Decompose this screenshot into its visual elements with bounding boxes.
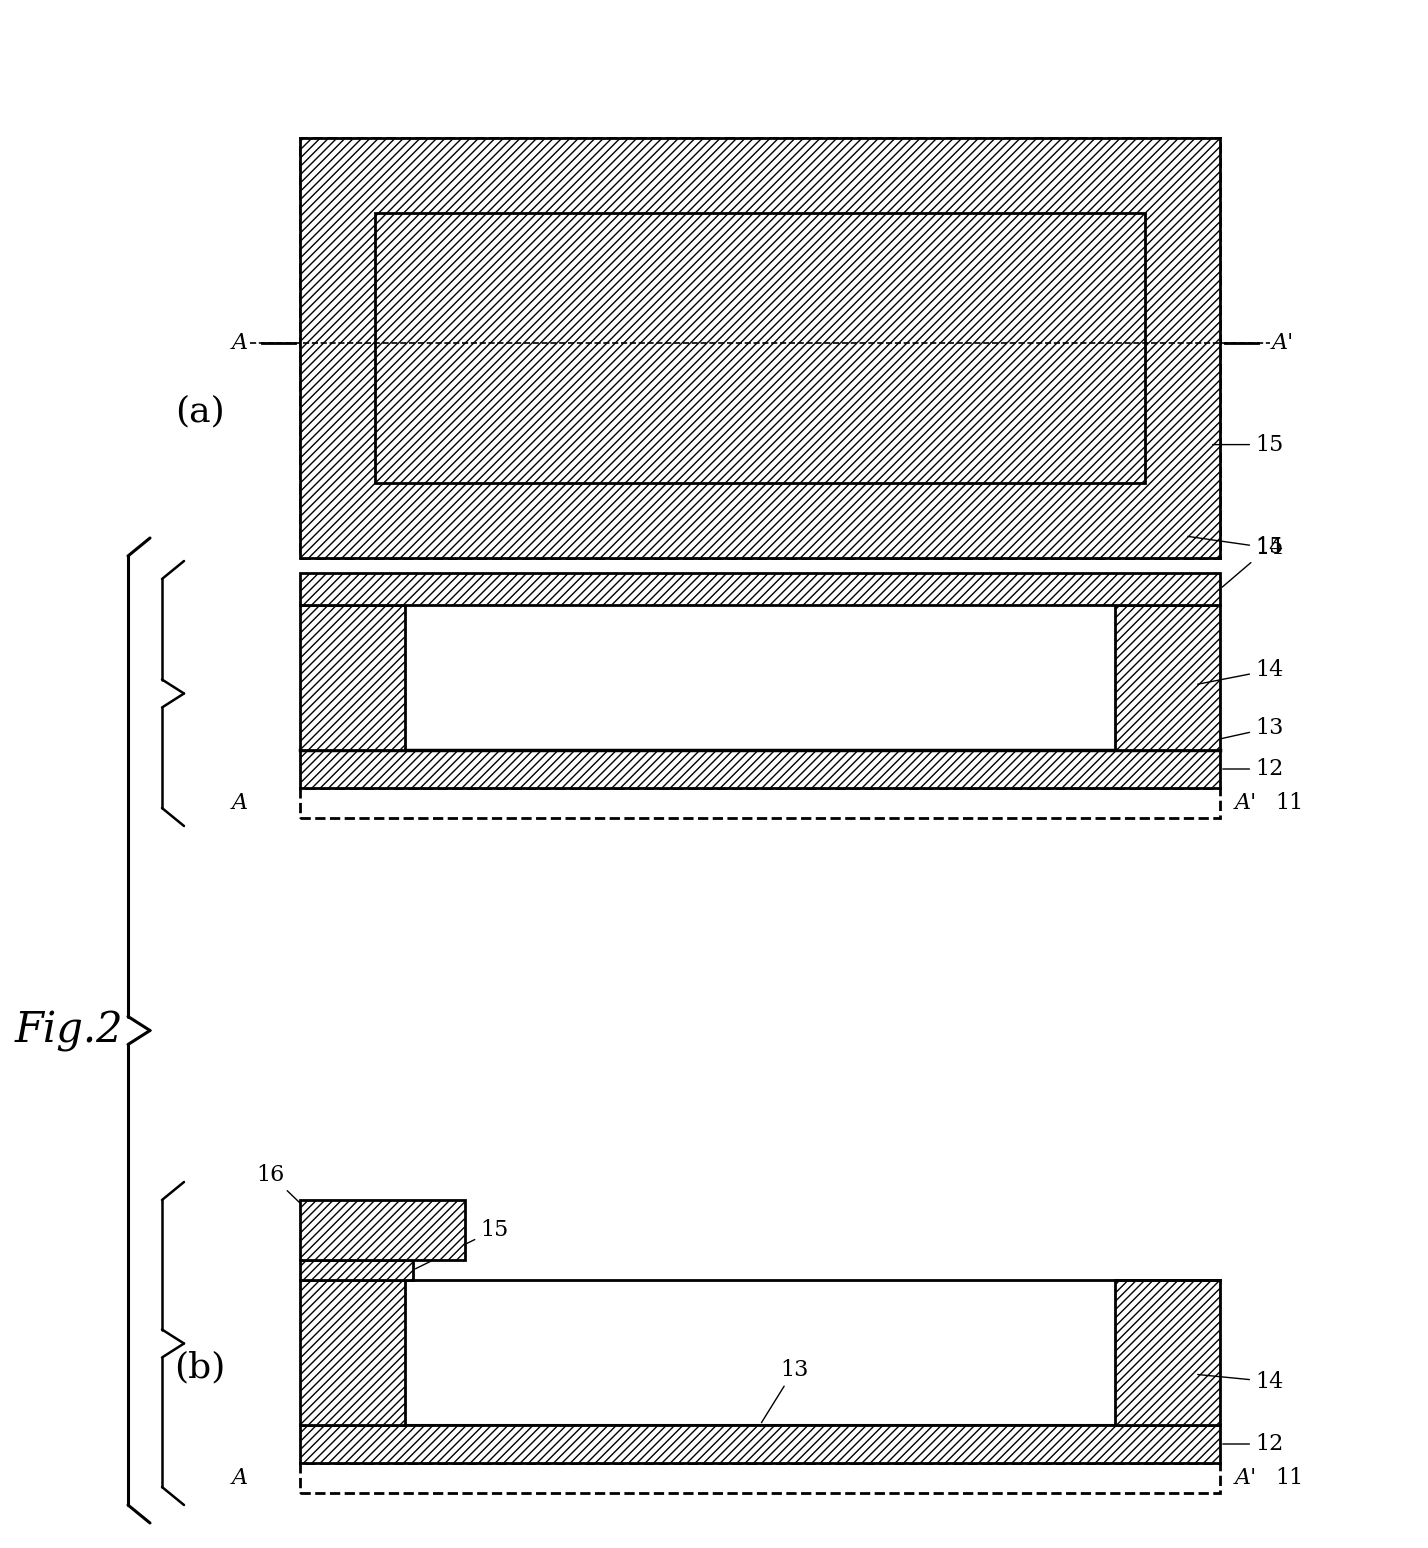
Text: 14: 14	[1198, 1370, 1284, 1393]
Text: (a): (a)	[176, 395, 224, 427]
Text: (b): (b)	[174, 1350, 226, 1384]
Bar	[376, 214, 1145, 483]
Bar	[300, 1200, 466, 1260]
Text: A': A'	[1235, 1468, 1257, 1489]
Text: 12: 12	[1222, 1433, 1284, 1455]
Bar	[300, 788, 1220, 817]
Bar	[300, 573, 1220, 605]
Text: A': A'	[1272, 331, 1294, 354]
Text: 15: 15	[416, 1218, 508, 1269]
Text: 15: 15	[1212, 433, 1284, 455]
Text: Fig.2: Fig.2	[16, 1009, 124, 1051]
Bar	[300, 138, 1220, 557]
Text: 13: 13	[1172, 717, 1284, 749]
Bar	[300, 1280, 406, 1426]
Bar	[1115, 1280, 1220, 1426]
Bar	[300, 1426, 1220, 1463]
Text: 12: 12	[1222, 759, 1284, 780]
Bar	[300, 605, 406, 749]
Bar	[376, 214, 1145, 483]
Text: A: A	[231, 331, 248, 354]
Text: A: A	[231, 1468, 248, 1489]
Text: 14: 14	[1188, 537, 1284, 559]
Text: 13: 13	[761, 1359, 808, 1423]
Text: 15: 15	[1222, 536, 1284, 587]
Bar	[300, 1260, 413, 1280]
Bar	[1115, 605, 1220, 749]
Text: 11: 11	[1275, 1468, 1304, 1489]
Text: A: A	[231, 793, 248, 814]
Bar	[300, 1463, 1220, 1492]
Text: 11: 11	[1275, 793, 1304, 814]
Text: 14: 14	[1198, 659, 1284, 684]
Bar	[300, 138, 1220, 557]
Text: 16: 16	[257, 1164, 323, 1224]
Text: A': A'	[1235, 793, 1257, 814]
Bar	[300, 749, 1220, 788]
